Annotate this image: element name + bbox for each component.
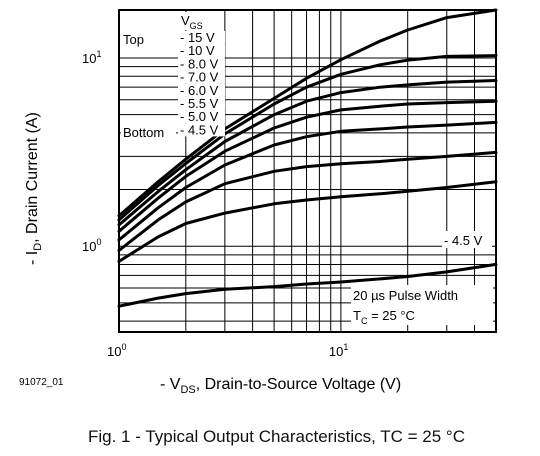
pulse-note-background xyxy=(351,285,493,325)
legend-entry-background xyxy=(178,57,225,71)
temperature-note: TC = 25 °C xyxy=(353,308,415,326)
pulse-note: 20 µs Pulse Width xyxy=(353,288,458,303)
legend-entry: - 6.0 V xyxy=(180,83,219,98)
x-tick-labels: 100 101 xyxy=(107,342,348,359)
y-tick-label: 100 xyxy=(82,237,101,254)
curve-vgs-8 xyxy=(117,262,498,308)
legend-entry-background xyxy=(178,83,225,97)
annotations: - 4.5 V 20 µs Pulse Width TC = 25 °C xyxy=(351,231,493,326)
curve-vgs-7 xyxy=(117,180,498,263)
legend: VGS - 15 V- 10 V- 8.0 V- 7.0 V- 6.0 V- 5… xyxy=(121,12,225,140)
legend-entry: - 15 V xyxy=(180,30,215,45)
curve-label-background xyxy=(442,231,492,248)
legend-top-label: Top xyxy=(123,32,144,47)
y-tick-labels: 100 101 xyxy=(82,49,101,254)
curve-label-4-5v: - 4.5 V xyxy=(444,233,483,248)
legend-bottom-label: Bottom xyxy=(123,125,164,140)
figure-caption: Fig. 1 - Typical Output Characteristics,… xyxy=(88,427,466,446)
legend-entry: - 5.0 V xyxy=(180,109,219,124)
legend-entry-background xyxy=(178,110,225,124)
plot-frame xyxy=(118,9,497,333)
legend-entry-background xyxy=(178,44,225,58)
legend-entry: - 7.0 V xyxy=(180,70,219,85)
legend-entry: - 5.5 V xyxy=(180,96,219,111)
x-tick-label: 100 xyxy=(107,342,126,359)
x-axis-title: - VDS, Drain-to-Source Voltage (V) xyxy=(160,376,401,396)
y-tick-label: 101 xyxy=(82,49,101,66)
legend-entry: - 4.5 V xyxy=(180,122,219,137)
legend-header: VGS xyxy=(181,13,203,31)
curve-vgs-6 xyxy=(117,150,498,252)
y-axis-title: - ID, Drain Current (A) xyxy=(24,112,44,265)
legend-entry: - 8.0 V xyxy=(180,56,219,71)
curves xyxy=(117,8,498,308)
legend-entry-background xyxy=(178,31,225,44)
legend-top-background xyxy=(121,31,153,46)
curve-vgs-3 xyxy=(117,79,498,227)
legend-header-background xyxy=(179,12,215,30)
curve-vgs-2 xyxy=(117,54,498,222)
curve-vgs-1 xyxy=(117,8,498,218)
legend-bottom-background xyxy=(121,124,176,139)
legend-entry-background xyxy=(178,97,225,110)
legend-entry-background xyxy=(178,123,225,137)
curve-vgs-5 xyxy=(117,120,498,242)
curve-vgs-4 xyxy=(117,99,498,233)
legend-entry-background xyxy=(178,70,225,84)
legend-entry: - 10 V xyxy=(180,43,215,58)
figure-id: 91072_01 xyxy=(19,377,64,388)
x-tick-label: 101 xyxy=(329,342,348,359)
